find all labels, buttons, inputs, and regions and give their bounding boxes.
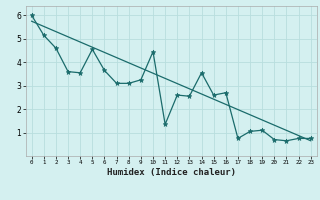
X-axis label: Humidex (Indice chaleur): Humidex (Indice chaleur) [107,168,236,177]
